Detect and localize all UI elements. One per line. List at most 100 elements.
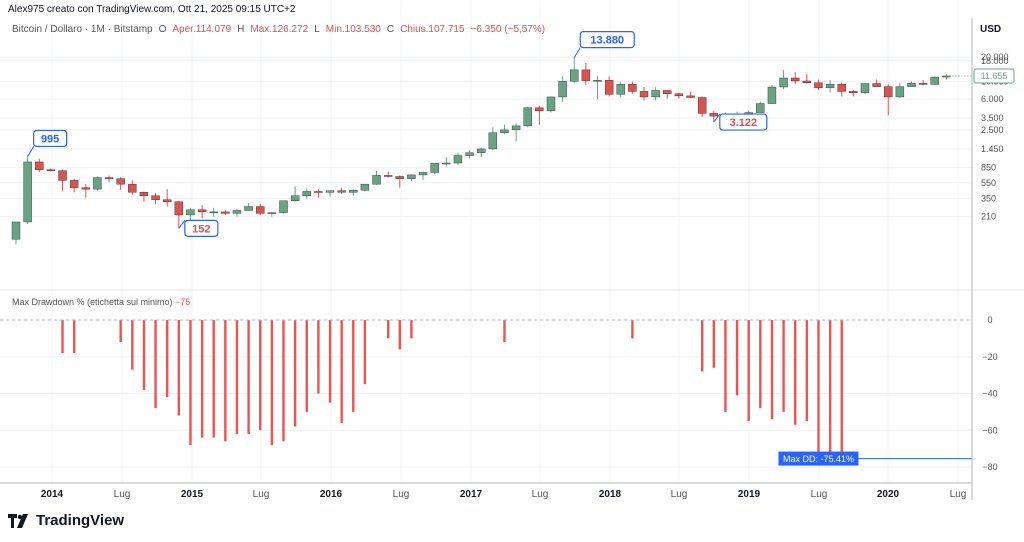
x-tick-label: Lug (950, 489, 967, 500)
chart-grid (0, 0, 972, 483)
candle-down (581, 69, 591, 81)
candle-up (860, 83, 870, 94)
drawdown-tick-label: −20 (982, 352, 997, 362)
drawdown-bar (735, 320, 739, 396)
drawdown-bar (189, 320, 192, 445)
candle-down (197, 209, 207, 213)
x-tick-label: Lug (253, 489, 270, 500)
drawdown-bar (817, 320, 820, 458)
drawdown-bar (177, 320, 181, 416)
candle-up (616, 84, 625, 95)
drawdown-bar (305, 320, 308, 412)
candle-up (23, 161, 32, 223)
drawdown-bar (72, 320, 76, 354)
drawdown-bar (410, 320, 413, 339)
price-tick-label: 350 (981, 194, 996, 204)
drawdown-bar (782, 320, 785, 412)
candle-up (186, 209, 195, 216)
candle-down (81, 187, 90, 190)
ohlc-low: Min.103.530 (325, 24, 381, 35)
candle-down (151, 195, 160, 200)
ohlc-change: −6.350 (−5,57%) (470, 24, 546, 35)
candle-down (674, 93, 684, 97)
candle-up (290, 195, 300, 201)
price-tick-label: 20.000 (981, 52, 1009, 62)
candles-layer (11, 57, 951, 245)
ohlc-close-key: C (386, 24, 395, 35)
price-tick-label: 850 (981, 163, 996, 173)
drawdown-bar (142, 320, 146, 390)
drawdown-bar (259, 320, 262, 431)
symbol-label: Bitcoin / Dollaro · 1M · Bitstamp (12, 24, 153, 35)
drawdown-bar (386, 320, 390, 339)
candle-down (35, 161, 44, 170)
candle-up (360, 183, 370, 191)
candle-up (372, 175, 381, 185)
drawdown-bars-layer: Max DD: -75.41% (61, 320, 972, 466)
drawdown-bar (282, 320, 285, 442)
candle-down (791, 77, 800, 82)
price-tick-label: 3.500 (981, 113, 1004, 123)
candle-down (837, 84, 846, 92)
drawdown-bar (840, 320, 843, 458)
candle-up (418, 172, 428, 176)
callout-pointer (573, 47, 581, 58)
drawdown-tick-label: −40 (982, 389, 997, 399)
candle-down (918, 83, 928, 85)
drawdown-bar (352, 320, 355, 412)
x-tick-label: 2014 (41, 489, 64, 500)
candle-up (500, 129, 509, 133)
candle-down (814, 82, 823, 89)
drawdown-bar (317, 320, 320, 394)
drawdown-bar (363, 320, 367, 385)
indicator-value: −75 (175, 297, 191, 307)
ohlc-header: Bitcoin / Dollaro · 1M · Bitstamp O Aper… (12, 24, 545, 35)
callout-box (33, 129, 68, 148)
candle-down (69, 180, 79, 188)
price-tick-label: 1.450 (981, 144, 1004, 154)
candle-down (256, 206, 265, 214)
candle-up (779, 77, 788, 88)
callout-box (184, 219, 219, 237)
candle-up (430, 163, 439, 173)
x-tick-label: 2015 (181, 489, 204, 500)
candle-up (302, 191, 311, 197)
drawdown-bar (340, 320, 343, 423)
candle-down (709, 113, 718, 117)
candle-up (546, 96, 556, 112)
price-tick-label: 210 (981, 212, 996, 222)
candle-down (395, 176, 404, 179)
candle-down (139, 192, 149, 197)
candle-up (11, 221, 21, 240)
drawdown-tick-label: −60 (982, 425, 997, 435)
callout-box (719, 113, 768, 131)
callout-pointer (178, 220, 186, 229)
drawdown-bar (631, 320, 634, 339)
drawdown-bar (270, 320, 274, 445)
candle-up (593, 80, 602, 82)
candle-up (907, 83, 916, 87)
drawdown-bar (61, 320, 64, 354)
candle-up (407, 174, 416, 179)
callout-label: 3.122 (730, 117, 758, 129)
price-tick-label: 18.000 (981, 56, 1009, 66)
candle-down (162, 199, 172, 203)
candle-up (651, 90, 660, 98)
candle-down (58, 170, 67, 181)
callout-label: 13.880 (590, 35, 624, 47)
candle-down (46, 169, 56, 171)
x-tick-label: Lug (671, 489, 688, 500)
candle-down (604, 80, 614, 95)
candle-up (244, 206, 253, 211)
candle-up (558, 81, 567, 98)
x-tick-label: 2019 (738, 489, 761, 500)
candle-up (209, 211, 218, 214)
tradingview-logo-icon (8, 513, 28, 528)
drawdown-bar (328, 320, 332, 403)
candle-down (849, 91, 858, 94)
drawdown-bar (119, 320, 122, 343)
tradingview-logo[interactable]: TradingView (8, 512, 124, 529)
candle-up (570, 69, 579, 82)
ohlc-open-key: O (158, 24, 167, 35)
